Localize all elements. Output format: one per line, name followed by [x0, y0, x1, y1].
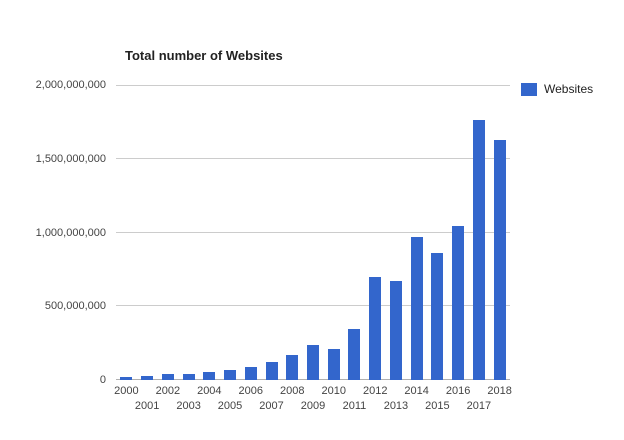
y-tick-label: 1,000,000,000 [35, 226, 106, 239]
legend-label-websites: Websites [544, 82, 594, 96]
bar-2015[interactable] [431, 253, 444, 380]
bar-2018[interactable] [493, 140, 506, 380]
bar-2000[interactable] [120, 377, 133, 380]
gridline [116, 85, 510, 86]
x-tick-label-2012: 2012 [362, 385, 388, 397]
x-tick-label-2008: 2008 [280, 385, 305, 397]
bar-2003[interactable] [182, 374, 195, 380]
x-tick-label-2009: 2009 [300, 400, 326, 412]
plot-area [116, 85, 510, 380]
gridline [116, 305, 510, 307]
bar-2011[interactable] [348, 329, 361, 380]
bar-2008[interactable] [286, 355, 299, 380]
x-tick-label-2011: 2011 [342, 400, 367, 412]
x-tick-label-2010: 2010 [321, 385, 346, 397]
x-tick-label-2003: 2003 [176, 400, 201, 412]
bar-2013[interactable] [389, 281, 402, 380]
bar-2004[interactable] [203, 372, 216, 380]
y-axis: 0 500,000,000 1,000,000,000 1,500,000,000 2,… [0, 79, 106, 386]
y-tick-label: 2,000,000,000 [35, 79, 106, 91]
bar-2002[interactable] [161, 374, 174, 380]
x-tick-label-2007: 2007 [259, 400, 284, 412]
gridline [116, 231, 510, 233]
x-axis: 2000 2001 2002 2003 2004 2005 2006 2007 2008 2009… [114, 385, 512, 419]
x-tick-label-2014: 2014 [404, 385, 429, 397]
bar-2012[interactable] [369, 277, 382, 380]
bar-2006[interactable] [244, 367, 257, 380]
bar-2014[interactable] [410, 237, 423, 380]
y-tick-label: 1,500,000,000 [35, 152, 106, 165]
x-tick-label-2005: 2005 [217, 400, 243, 412]
x-tick-label-2000: 2000 [114, 385, 139, 397]
y-tick-label: 0 [99, 374, 106, 386]
bar-2017[interactable] [472, 120, 485, 380]
y-tick-label: 500,000,000 [44, 300, 106, 313]
legend: Websites [521, 82, 593, 96]
gridline [116, 157, 510, 159]
bar-2010[interactable] [327, 349, 340, 380]
x-tick-label-2016: 2016 [445, 385, 471, 397]
x-tick-label-2018: 2018 [487, 385, 512, 397]
bar-2016[interactable] [452, 226, 465, 380]
x-tick-label-2015: 2015 [425, 400, 450, 412]
x-tick-label-2004: 2004 [197, 385, 222, 397]
bar-2007[interactable] [265, 362, 278, 380]
x-tick-label-2002: 2002 [155, 385, 181, 397]
bar-2009[interactable] [307, 345, 319, 380]
bar-2001[interactable] [141, 376, 154, 380]
legend-swatch-websites [521, 82, 537, 96]
x-tick-label-2017: 2017 [466, 400, 492, 412]
x-tick-label-2013: 2013 [383, 400, 409, 412]
bar-2005[interactable] [224, 370, 237, 380]
x-tick-label-2001: 2001 [134, 400, 160, 412]
chart-title: Total number of Websites [125, 48, 283, 63]
x-tick-label-2006: 2006 [238, 385, 264, 397]
